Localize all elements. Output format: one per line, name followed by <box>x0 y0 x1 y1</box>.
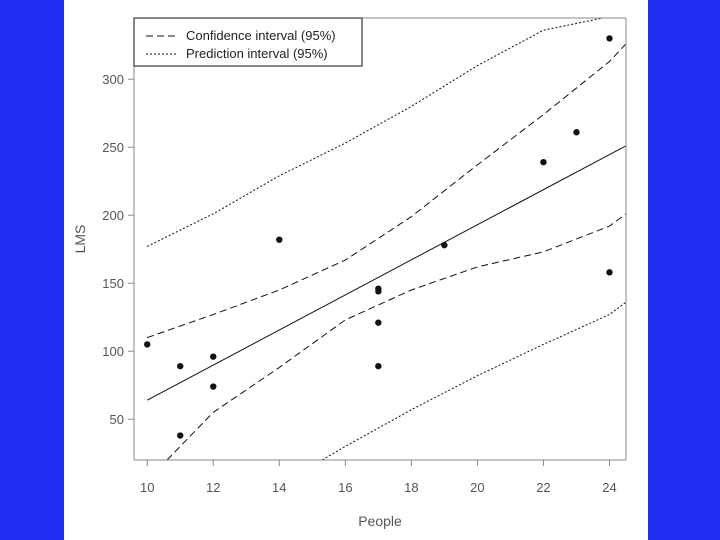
legend-box <box>133 17 363 67</box>
x-tick-label: 14 <box>272 480 286 495</box>
line-ci-upper <box>147 43 626 339</box>
data-point <box>375 362 382 370</box>
y-tick-label: 300 <box>102 72 124 87</box>
data-point <box>573 129 580 136</box>
data-point <box>177 362 184 370</box>
data-point <box>441 241 448 249</box>
y-axis-title: LMS <box>72 225 88 254</box>
line-ci-lower <box>166 213 626 460</box>
data-point <box>276 236 283 243</box>
data-points <box>144 35 613 439</box>
x-tick-label: 24 <box>602 480 616 495</box>
interval-lines <box>146 18 626 460</box>
line-fit <box>146 145 626 401</box>
data-point <box>606 269 613 276</box>
x-tick-label: 16 <box>338 480 352 495</box>
data-point <box>375 288 382 295</box>
data-point <box>606 35 613 42</box>
data-point <box>144 341 151 348</box>
data-point <box>210 353 217 360</box>
y-tick-label: 50 <box>110 412 124 427</box>
chart-panel <box>64 0 648 540</box>
y-tick-label: 200 <box>102 208 124 223</box>
legend: Confidence interval (95%) Prediction int… <box>133 17 363 67</box>
data-point <box>210 383 217 390</box>
x-tick-label: 18 <box>404 480 418 495</box>
legend-label-prediction: Prediction interval (95%) <box>186 46 328 61</box>
x-tick-label: 10 <box>140 480 154 495</box>
data-point <box>375 319 382 326</box>
x-tick-label: 20 <box>470 480 484 495</box>
line-pi-upper <box>146 18 604 247</box>
x-axis-title: People <box>358 513 402 529</box>
data-point <box>177 432 184 439</box>
legend-label-confidence: Confidence interval (95%) <box>186 28 336 43</box>
line-pi-lower <box>321 301 626 460</box>
x-tick-label: 22 <box>536 480 550 495</box>
y-tick-label: 150 <box>102 276 124 291</box>
axes: 50 100 150 200 250 300 10 12 14 16 18 20 22 24 <box>102 17 627 495</box>
x-tick-label: 12 <box>206 480 220 495</box>
y-tick-label: 250 <box>102 140 124 155</box>
y-tick-label: 100 <box>102 344 124 359</box>
data-point <box>540 158 547 166</box>
